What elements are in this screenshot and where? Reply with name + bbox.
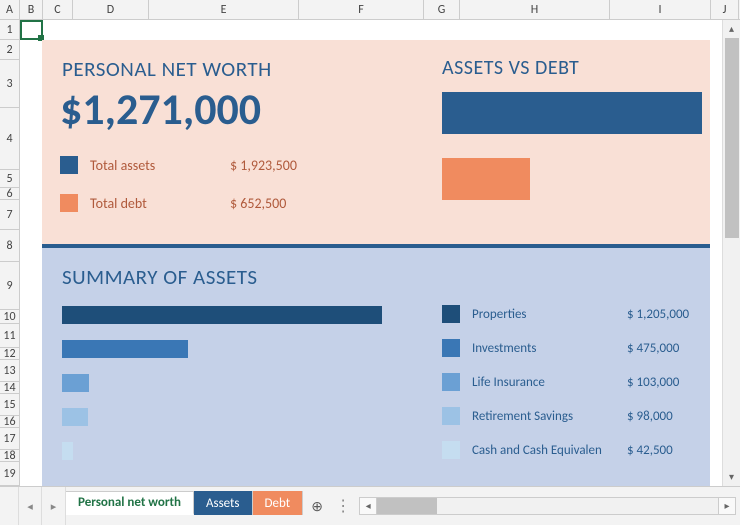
row-header[interactable]: 4 — [0, 108, 19, 170]
tab-personal-net-worth[interactable]: Personal net worth — [66, 491, 194, 515]
row-header[interactable]: 15 — [0, 394, 19, 416]
total-debt-label: Total debt — [90, 195, 230, 212]
legend-label: Life Insurance — [472, 375, 627, 390]
row-header[interactable]: 17 — [0, 428, 19, 450]
hscroll-right-button[interactable]: ▸ — [718, 497, 736, 515]
row-header[interactable]: 12 — [0, 348, 19, 360]
legend-value: $ 475,000 — [627, 341, 679, 356]
row-header[interactable]: 16 — [0, 416, 19, 428]
total-debt-row: Total debt $ 652,500 — [60, 194, 286, 212]
col-header[interactable]: H — [460, 0, 610, 19]
total-assets-row: Total assets $ 1,923,500 — [60, 156, 297, 174]
row-header[interactable]: 10 — [0, 310, 19, 324]
row-header[interactable]: 19 — [0, 462, 19, 486]
summary-title: SUMMARY OF ASSETS — [62, 264, 258, 290]
legend-label: Retirement Savings — [472, 409, 627, 424]
horizontal-scrollbar[interactable]: ◂ ▸ — [359, 487, 736, 525]
assets-swatch — [60, 156, 78, 174]
legend-row: Retirement Savings$ 98,000 — [442, 407, 673, 425]
col-header[interactable]: C — [43, 0, 73, 19]
row-header[interactable]: 1 — [0, 20, 19, 40]
scroll-down-button[interactable]: ▾ — [723, 468, 740, 486]
asset-bar — [62, 442, 73, 460]
net-worth-title: PERSONAL NET WORTH — [62, 56, 272, 82]
debt-bar — [442, 158, 530, 200]
tab-assets[interactable]: Assets — [194, 491, 253, 515]
legend-label: Investments — [472, 341, 627, 356]
legend-value: $ 42,500 — [627, 443, 673, 458]
scroll-up-button[interactable]: ▴ — [723, 20, 740, 38]
hscroll-track[interactable] — [377, 497, 718, 515]
legend-swatch — [442, 305, 460, 323]
col-header[interactable]: A — [0, 0, 20, 19]
total-assets-label: Total assets — [90, 157, 230, 174]
scroll-thumb[interactable] — [725, 38, 739, 238]
col-header[interactable]: D — [73, 0, 149, 19]
legend-label: Cash and Cash Equivalen — [472, 443, 627, 458]
legend-value: $ 1,205,000 — [627, 307, 689, 322]
total-debt-value: $ 652,500 — [230, 195, 286, 212]
legend-swatch — [442, 407, 460, 425]
asset-bar — [62, 306, 382, 324]
total-assets-value: $ 1,923,500 — [230, 157, 297, 174]
dashboard-card: PERSONAL NET WORTH $1,271,000 Total asse… — [42, 40, 710, 486]
hscroll-left-button[interactable]: ◂ — [359, 497, 377, 515]
row-header[interactable]: 7 — [0, 200, 19, 230]
net-worth-panel: PERSONAL NET WORTH $1,271,000 Total asse… — [42, 40, 710, 244]
legend-row: Properties$ 1,205,000 — [442, 305, 689, 323]
asset-bar — [62, 408, 88, 426]
selected-cell[interactable] — [20, 20, 43, 40]
vertical-scrollbar[interactable]: ▴ ▾ — [722, 20, 740, 486]
summary-assets-panel: SUMMARY OF ASSETS Properties$ 1,205,000 I… — [42, 248, 710, 486]
add-sheet-button[interactable]: ⊕ — [303, 487, 331, 525]
row-header[interactable]: 13 — [0, 360, 19, 382]
legend-swatch — [442, 373, 460, 391]
assets-bar — [442, 92, 702, 134]
col-header[interactable]: E — [149, 0, 299, 19]
tab-nav-prev[interactable]: ◂ — [18, 487, 42, 525]
tab-debt[interactable]: Debt — [253, 491, 304, 515]
sheet-tabs-bar: ◂ ▸ Personal net worth Assets Debt ⊕ ⋮ ◂… — [0, 486, 740, 525]
row-header[interactable]: 9 — [0, 262, 19, 310]
asset-bar — [62, 340, 188, 358]
row-header[interactable]: 3 — [0, 60, 19, 108]
debt-swatch — [60, 194, 78, 212]
row-header[interactable]: 18 — [0, 450, 19, 462]
row-header[interactable]: 11 — [0, 324, 19, 348]
row-headers: 1 2 3 4 5 6 7 8 9 10 11 12 13 14 15 16 1… — [0, 20, 20, 486]
legend-swatch — [442, 339, 460, 357]
row-header[interactable]: 8 — [0, 230, 19, 262]
col-header[interactable]: J — [711, 0, 739, 19]
tab-separator: ⋮ — [331, 487, 355, 525]
col-header[interactable]: G — [424, 0, 460, 19]
asset-bar — [62, 374, 89, 392]
row-header[interactable]: 2 — [0, 40, 19, 60]
legend-value: $ 98,000 — [627, 409, 673, 424]
spreadsheet-grid[interactable]: PERSONAL NET WORTH $1,271,000 Total asse… — [20, 20, 740, 486]
legend-row: Cash and Cash Equivalen$ 42,500 — [442, 441, 673, 459]
legend-row: Life Insurance$ 103,000 — [442, 373, 679, 391]
column-headers: A B C D E F G H I J — [0, 0, 740, 20]
col-header[interactable]: B — [20, 0, 43, 19]
tab-nav-next[interactable]: ▸ — [42, 487, 66, 525]
legend-value: $ 103,000 — [627, 375, 679, 390]
row-header[interactable]: 5 — [0, 170, 19, 188]
col-header[interactable]: F — [299, 0, 424, 19]
legend-swatch — [442, 441, 460, 459]
hscroll-thumb[interactable] — [377, 498, 437, 514]
assets-vs-debt-title: ASSETS VS DEBT — [442, 56, 579, 80]
row-header[interactable]: 6 — [0, 188, 19, 200]
row-header[interactable]: 14 — [0, 382, 19, 394]
net-worth-value: $1,271,000 — [60, 82, 261, 136]
legend-row: Investments$ 475,000 — [442, 339, 679, 357]
legend-label: Properties — [472, 307, 627, 322]
col-header[interactable]: I — [610, 0, 711, 19]
